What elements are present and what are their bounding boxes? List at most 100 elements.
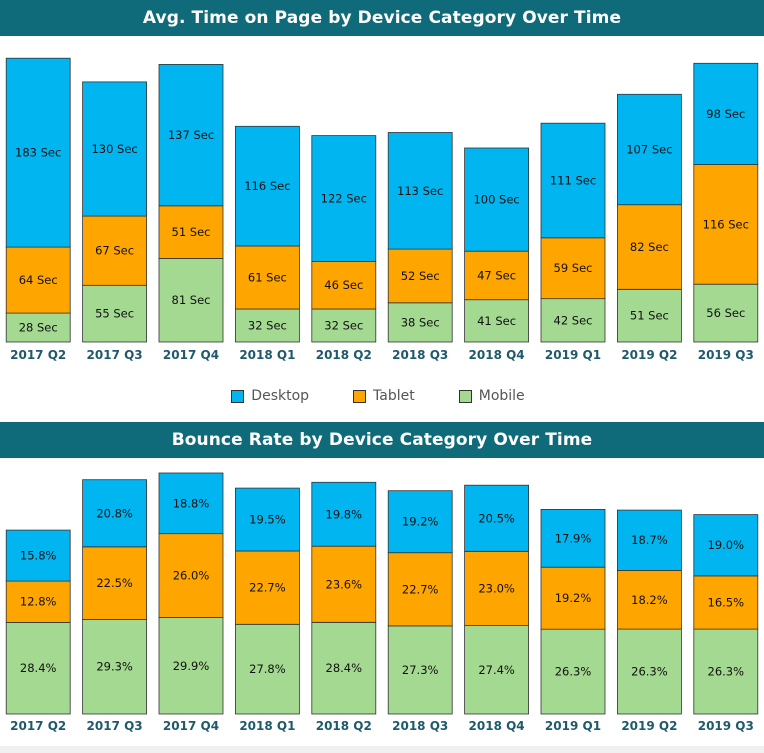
bounce-rate-bar-tablet: [540, 566, 606, 630]
bounce-rate-x-tick-label: 2018 Q4: [469, 719, 525, 733]
bounce-rate-data-label: 18.7%: [631, 533, 668, 547]
footer-strip: [0, 746, 764, 753]
legend: Desktop Tablet Mobile: [0, 384, 764, 408]
bounce-rate-data-label: 27.4%: [478, 663, 515, 677]
bounce-rate-data-label: 23.0%: [478, 582, 515, 596]
bounce-rate-data-label: 19.2%: [555, 591, 592, 605]
avg-time-x-tick-label: 2018 Q1: [239, 348, 295, 362]
avg-time-data-label: 100 Sec: [473, 193, 519, 207]
bounce-rate-bar-desktop: [617, 509, 682, 571]
chart-title-bounce-rate: Bounce Rate by Device Category Over Time: [0, 422, 764, 458]
legend-label: Desktop: [251, 388, 310, 404]
bounce-rate-x-tick-label: 2018 Q1: [239, 719, 295, 733]
avg-time-x-tick-label: 2019 Q3: [698, 348, 754, 362]
bounce-rate-data-label: 18.8%: [173, 496, 210, 510]
avg-time-data-label: 42 Sec: [554, 313, 593, 327]
bounce-rate-bar-mobile: [158, 617, 224, 715]
avg-time-bar-desktop: [311, 135, 377, 262]
avg-time-data-label: 64 Sec: [19, 273, 58, 287]
avg-time-data-label: 59 Sec: [554, 261, 593, 275]
avg-time-x-tick-label: 2018 Q4: [469, 348, 525, 362]
avg-time-bar-mobile: [617, 288, 682, 343]
avg-time-data-label: 183 Sec: [15, 146, 61, 160]
bounce-rate-data-label: 26.3%: [708, 665, 745, 679]
avg-time-bar-desktop: [540, 122, 606, 239]
avg-time-bar-desktop: [464, 147, 530, 252]
avg-time-bar-desktop: [5, 57, 71, 248]
avg-time-bar-tablet: [387, 248, 453, 304]
legend-item-desktop[interactable]: Desktop: [231, 388, 309, 404]
bounce-rate-bar-group: 28.4% 23.6% 19.8%: [311, 481, 377, 715]
bounce-rate-data-label: 26.3%: [555, 665, 592, 679]
bounce-rate-bar-mobile: [540, 628, 606, 715]
bounce-rate-data-label: 22.7%: [402, 582, 439, 596]
avg-time-bar-mobile: [464, 299, 530, 343]
bounce-rate-data-label: 19.5%: [249, 513, 286, 527]
bounce-rate-bar-mobile: [234, 623, 300, 715]
bounce-rate-bar-mobile: [617, 628, 682, 715]
bounce-rate-data-label: 18.2%: [631, 593, 668, 607]
bounce-rate-data-label: 15.8%: [20, 549, 57, 563]
legend-label: Mobile: [478, 388, 525, 404]
bounce-rate-bar-desktop: [234, 487, 300, 552]
bounce-rate-data-label: 27.3%: [402, 663, 439, 677]
avg-time-bar-mobile: [82, 284, 147, 343]
avg-time-data-label: 116 Sec: [703, 217, 749, 231]
bounce-rate-data-label: 28.4%: [20, 661, 57, 675]
avg-time-data-label: 51 Sec: [630, 309, 669, 323]
avg-time-x-tick-label: 2018 Q3: [392, 348, 448, 362]
legend-item-mobile[interactable]: Mobile: [458, 388, 525, 404]
bounce-rate-x-tick-label: 2017 Q2: [10, 719, 66, 733]
legend-swatch-mobile: [458, 389, 472, 403]
avg-time-data-label: 137 Sec: [168, 128, 214, 142]
avg-time-data-label: 38 Sec: [401, 315, 440, 329]
avg-time-bar-desktop: [234, 125, 300, 247]
avg-time-bar-desktop: [617, 93, 682, 206]
bounce-rate-bar-desktop: [464, 484, 530, 552]
bounce-rate-bar-desktop: [387, 490, 453, 554]
bounce-rate-bar-desktop: [693, 514, 759, 577]
bounce-rate-data-label: 23.6%: [326, 577, 363, 591]
avg-time-bar-mobile: [387, 302, 453, 343]
legend-item-tablet[interactable]: Tablet: [353, 388, 415, 404]
bounce-rate-bar-desktop: [540, 509, 606, 568]
avg-time-data-label: 122 Sec: [321, 192, 367, 206]
avg-time-bar-group: 51 Sec 82 Sec 107 Sec: [617, 93, 682, 343]
avg-time-bar-desktop: [82, 81, 147, 217]
bounce-rate-bar-tablet: [5, 580, 71, 623]
bounce-rate-bar-mobile: [387, 625, 453, 715]
avg-time-data-label: 41 Sec: [477, 314, 516, 328]
bounce-rate-bar-group: 27.3% 22.7% 19.2%: [387, 490, 453, 715]
legend-swatch-desktop: [231, 389, 245, 403]
bounce-rate-x-tick-label: 2019 Q1: [545, 719, 601, 733]
avg-time-x-tick-label: 2017 Q3: [87, 348, 143, 362]
bounce-rate-stacked-bar-chart: 28.4% 12.8% 15.8% 2017 Q2 29.3% 22.5% 20.8% 201…: [5, 472, 759, 733]
bounce-rate-x-tick-label: 2017 Q4: [163, 719, 219, 733]
bounce-rate-data-label: 26.0%: [173, 569, 210, 583]
avg-time-bar-group: 32 Sec 61 Sec 116 Sec: [234, 125, 300, 343]
avg-time-bar-mobile: [5, 312, 71, 343]
chart-title-avg-time: Avg. Time on Page by Device Category Ove…: [0, 0, 764, 36]
avg-time-bar-mobile: [158, 257, 224, 343]
bounce-rate-bar-tablet: [387, 552, 453, 627]
avg-time-bar-tablet: [234, 245, 300, 310]
bounce-rate-data-label: 22.5%: [96, 576, 133, 590]
bounce-rate-bar-tablet: [464, 551, 530, 626]
avg-time-data-label: 82 Sec: [630, 240, 669, 254]
avg-time-bar-tablet: [617, 204, 682, 290]
avg-time-data-label: 32 Sec: [248, 319, 287, 333]
bounce-rate-bar-group: 26.3% 16.5% 19.0%: [693, 514, 759, 715]
avg-time-data-label: 56 Sec: [706, 306, 745, 320]
avg-time-bar-group: 81 Sec 51 Sec 137 Sec: [158, 63, 224, 343]
avg-time-bar-tablet: [464, 250, 530, 301]
bounce-rate-x-tick-label: 2019 Q3: [698, 719, 754, 733]
bounce-rate-bar-group: 26.3% 19.2% 17.9%: [540, 509, 606, 715]
avg-time-data-label: 113 Sec: [397, 184, 443, 198]
bounce-rate-data-label: 22.7%: [249, 581, 286, 595]
avg-time-bar-group: 41 Sec 47 Sec 100 Sec: [464, 147, 530, 343]
avg-time-bar-group: 56 Sec 116 Sec 98 Sec: [693, 62, 759, 343]
bounce-rate-x-tick-label: 2017 Q3: [87, 719, 143, 733]
bounce-rate-data-label: 19.0%: [708, 538, 745, 552]
bounce-rate-bar-group: 29.3% 22.5% 20.8%: [82, 479, 147, 715]
bounce-rate-data-label: 12.8%: [20, 595, 57, 609]
